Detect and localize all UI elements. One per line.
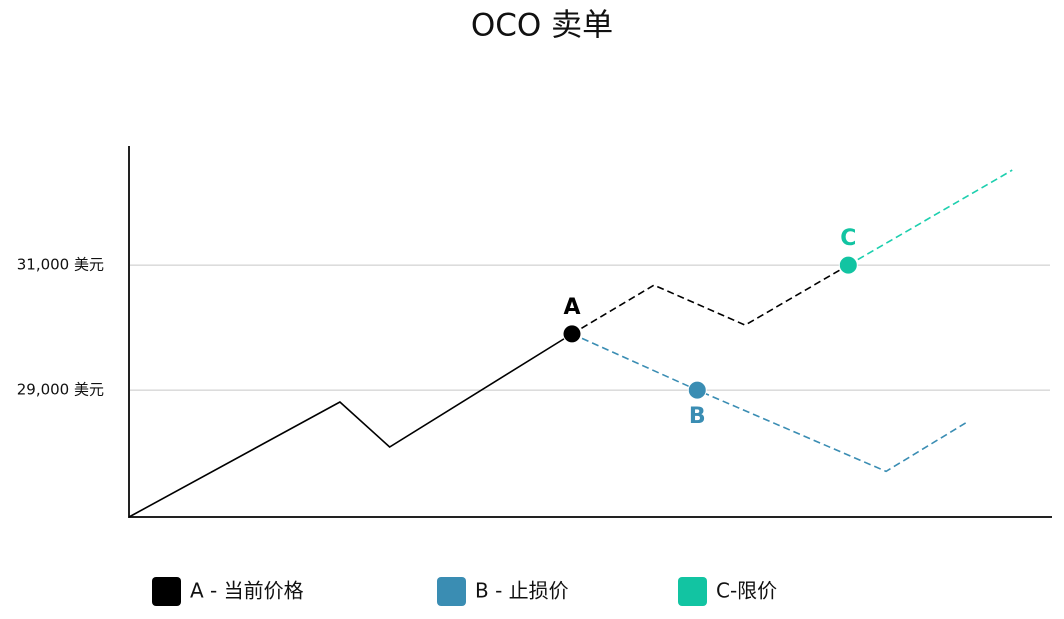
price-line [847,169,1013,266]
chart-title: OCO 卖单 [471,8,613,44]
price-point [562,324,582,344]
price-point [687,380,707,400]
y-tick-label: 31,000 美元 [17,256,104,274]
legend-label: C-限价 [716,579,777,603]
price-line [571,333,967,473]
price-line [571,264,849,335]
grid [129,264,1050,391]
legend-swatch [152,577,181,606]
point-label: B [689,404,706,429]
legend-label: A - 当前价格 [190,579,304,603]
legend-swatch [678,577,707,606]
legend-label: B - 止损价 [475,579,569,603]
price-point [838,255,858,275]
point-label: A [563,295,580,320]
y-tick-label: 29,000 美元 [17,381,104,399]
point-label: C [840,226,856,251]
legend-swatch [437,577,466,606]
price-line [128,333,573,518]
